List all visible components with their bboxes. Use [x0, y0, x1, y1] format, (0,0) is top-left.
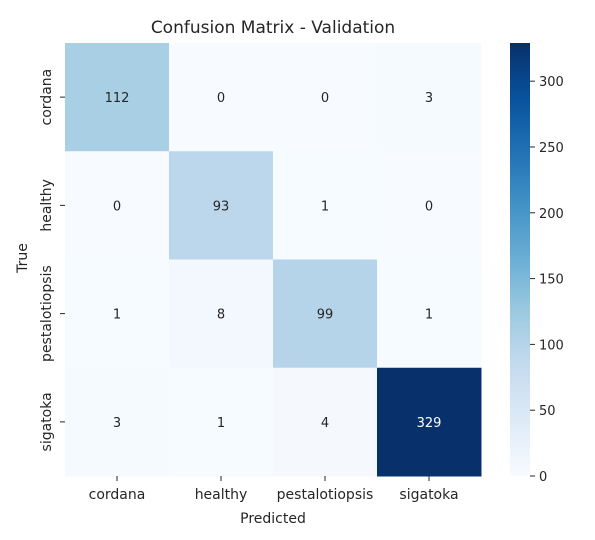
colorbar-tick-label: 50 [539, 404, 556, 419]
heatmap-cell [65, 151, 170, 260]
colorbar-tick-label: 100 [539, 338, 564, 353]
cell-value-label: 1 [217, 416, 225, 431]
cell-value-label: 0 [321, 91, 329, 106]
colorbar-tick-label: 0 [539, 470, 547, 485]
colorbar-tick-label: 200 [539, 207, 564, 222]
heatmap-cell [169, 367, 274, 477]
heatmap-cell [169, 259, 274, 369]
x-axis-ticks: cordana healthy pestalotiopsis sigatoka [89, 476, 459, 503]
x-axis-label: Predicted [240, 511, 306, 527]
heatmap-cell [273, 151, 378, 260]
colorbar [510, 43, 530, 476]
cell-value-label: 329 [417, 416, 442, 431]
cell-value-label: 0 [217, 91, 225, 106]
heatmap-cell [65, 43, 170, 152]
heatmap-cell-labels: 112 0 0 3 0 93 1 0 1 8 99 1 3 1 4 329 [105, 91, 442, 431]
colorbar-tick-label: 150 [539, 273, 564, 288]
heatmap-cell [169, 43, 274, 152]
colorbar-tick-label: 300 [539, 75, 564, 90]
cell-value-label: 1 [113, 308, 121, 323]
cell-value-label: 3 [113, 416, 121, 431]
heatmap-cell [273, 43, 378, 152]
x-tick-label: sigatoka [399, 487, 458, 503]
x-tick-label: pestalotiopsis [277, 487, 374, 503]
heatmap-cell [169, 151, 274, 260]
cell-value-label: 1 [425, 308, 433, 323]
cell-value-label: 0 [425, 199, 433, 214]
cell-value-label: 112 [105, 91, 130, 106]
x-tick-label: healthy [195, 487, 248, 503]
y-tick-label: cordana [39, 69, 55, 126]
cell-value-label: 4 [321, 416, 329, 431]
heatmap-cell [377, 43, 482, 152]
cell-value-label: 1 [321, 199, 329, 214]
y-tick-label: pestalotiopsis [39, 265, 55, 362]
heatmap-cells [65, 43, 482, 477]
y-tick-label: sigatoka [39, 392, 55, 451]
x-tick-label: cordana [89, 487, 146, 503]
heatmap-cell [65, 259, 170, 369]
cell-value-label: 99 [317, 308, 334, 323]
heatmap-cell [377, 259, 482, 369]
heatmap-cell [377, 151, 482, 260]
y-axis-ticks: cordana healthy pestalotiopsis sigatoka [39, 69, 65, 451]
colorbar-ticks: 0 50 100 150 200 250 300 [530, 75, 564, 485]
colorbar-tick-label: 250 [539, 141, 564, 156]
y-axis-label: True [15, 243, 31, 274]
y-tick-label: healthy [39, 179, 55, 232]
heatmap-cell [65, 367, 170, 477]
cell-value-label: 3 [425, 91, 433, 106]
heatmap-cell [273, 259, 378, 369]
heatmap-cell [273, 367, 378, 477]
cell-value-label: 93 [213, 199, 230, 214]
heatmap-cell [377, 367, 482, 477]
cell-value-label: 8 [217, 308, 225, 323]
chart-title: Confusion Matrix - Validation [151, 18, 395, 38]
cell-value-label: 0 [113, 199, 121, 214]
